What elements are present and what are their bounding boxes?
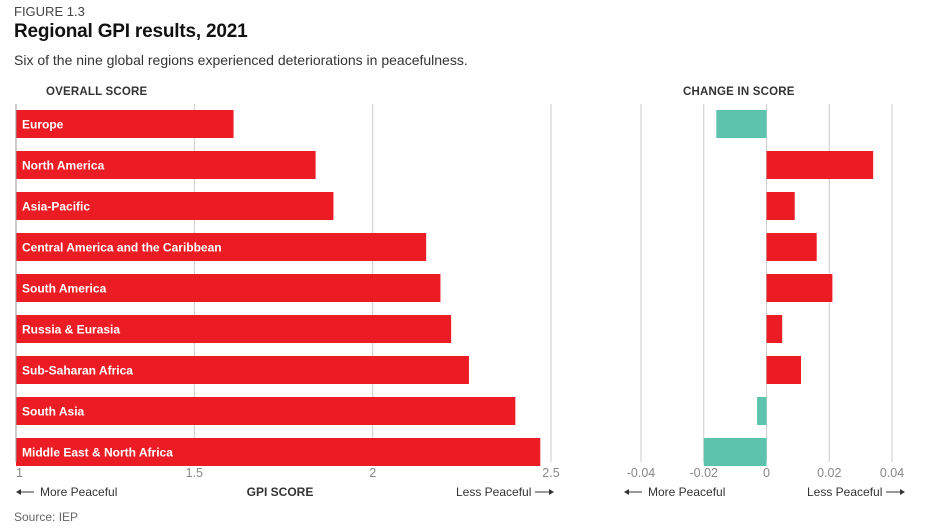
- bar-change-score: [766, 315, 783, 343]
- region-label: Central America and the Caribbean: [22, 241, 222, 255]
- bar-overall-score: [16, 315, 452, 343]
- bar-overall-score: [16, 274, 441, 302]
- region-label: Europe: [22, 118, 64, 132]
- bar-overall-score: [16, 110, 234, 138]
- chart-subtitle: Six of the nine global regions experienc…: [14, 52, 468, 68]
- tick-label-overall: 2: [369, 466, 376, 480]
- x-axis-title: GPI SCORE: [247, 485, 314, 499]
- bar-change-score: [766, 151, 874, 179]
- right-arrow-head: [549, 489, 554, 495]
- bar-overall-score: [16, 397, 516, 425]
- tick-label-overall: 2.5: [542, 466, 559, 480]
- tick-label-change: -0.02: [690, 466, 719, 480]
- bar-overall-score: [16, 233, 427, 261]
- bar-change-score: [766, 192, 795, 220]
- more-peaceful-label-change: More Peaceful: [648, 485, 725, 499]
- region-label: South Asia: [22, 405, 85, 419]
- figure-label: FIGURE 1.3: [14, 4, 85, 19]
- right-arrow-head-change: [900, 489, 905, 495]
- more-peaceful-label: More Peaceful: [40, 485, 117, 499]
- region-label: Russia & Eurasia: [22, 323, 120, 337]
- region-label: South America: [22, 282, 107, 296]
- bar-overall-score: [16, 192, 334, 220]
- bar-change-score: [766, 233, 817, 261]
- overall-score-header: OVERALL SCORE: [46, 86, 148, 98]
- tick-label-change: 0.04: [880, 466, 904, 480]
- region-label: Sub-Saharan Africa: [22, 364, 133, 378]
- region-label: Middle East & North Africa: [22, 446, 173, 460]
- tick-label-overall: 1.5: [186, 466, 203, 480]
- left-arrow-head: [16, 489, 21, 495]
- source-note: Source: IEP: [14, 510, 79, 524]
- tick-label-overall: 1: [16, 466, 23, 480]
- less-peaceful-label-change: Less Peaceful: [807, 485, 882, 499]
- region-label: North America: [22, 159, 105, 173]
- chart-title: Regional GPI results, 2021: [14, 21, 248, 42]
- bar-overall-score: [16, 356, 469, 384]
- tick-label-change: 0: [763, 466, 770, 480]
- bar-change-score: [766, 274, 833, 302]
- bar-change-score: [703, 438, 767, 466]
- change-score-header: CHANGE IN SCORE: [683, 86, 795, 98]
- bar-change-score: [766, 356, 802, 384]
- region-label: Asia-Pacific: [22, 200, 90, 214]
- bar-overall-score: [16, 438, 541, 466]
- left-arrow-head-change: [624, 489, 629, 495]
- less-peaceful-label: Less Peaceful: [456, 485, 531, 499]
- bar-overall-score: [16, 151, 316, 179]
- tick-label-change: -0.04: [627, 466, 656, 480]
- tick-label-change: 0.02: [817, 466, 841, 480]
- bar-change-score: [716, 110, 767, 138]
- bar-change-score: [757, 397, 767, 425]
